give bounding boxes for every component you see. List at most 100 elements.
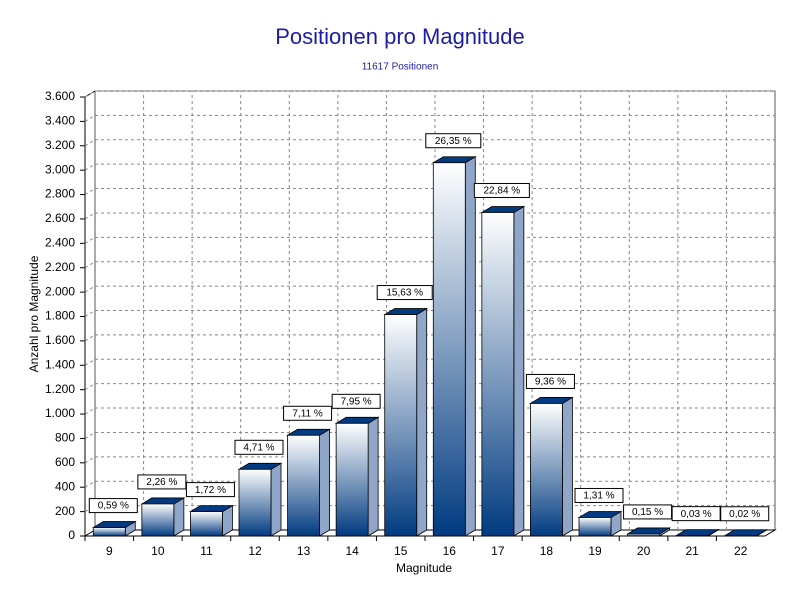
bar-side <box>173 497 185 537</box>
grid-depth <box>84 163 96 171</box>
y-tick-label: 3.000 <box>45 162 75 176</box>
x-tick-label: 21 <box>685 544 699 558</box>
y-axis-label: Anzahl pro Magnitude <box>27 255 41 372</box>
grid-depth <box>84 407 96 415</box>
y-tick-label: 200 <box>55 504 75 518</box>
y-tick-label: 1.000 <box>45 406 75 420</box>
bar <box>92 527 126 537</box>
data-label-box <box>473 182 530 198</box>
y-tick-label: 2.000 <box>45 284 75 298</box>
data-label: 7,11 % <box>292 408 322 419</box>
x-tick-label: 11 <box>200 544 213 558</box>
bar-group <box>140 497 186 537</box>
y-tick-label: 0 <box>68 528 75 542</box>
data-label-box <box>234 439 284 455</box>
grid-depth <box>84 432 96 439</box>
data-label: 1,72 % <box>195 485 226 496</box>
y-tick-label: 400 <box>55 479 75 493</box>
bar-group <box>383 307 429 537</box>
grid-depth <box>84 261 96 269</box>
y-tick-label: 1.800 <box>45 309 75 323</box>
grid-depth <box>84 212 96 220</box>
bar-group <box>480 205 526 537</box>
bar-group <box>626 527 672 537</box>
data-label-box <box>331 393 381 409</box>
bar <box>384 314 418 537</box>
bar-group <box>577 510 623 537</box>
y-tick-label: 1.600 <box>45 333 75 347</box>
data-label-box <box>525 373 575 389</box>
grid-depth <box>84 456 96 464</box>
y-tick-label: 800 <box>55 431 75 445</box>
bar <box>335 422 369 537</box>
chart-title: Positionen pro Magnitude <box>275 24 525 49</box>
data-label-box <box>283 405 333 421</box>
data-label-box <box>185 482 235 498</box>
x-tick-label: 14 <box>345 544 359 558</box>
floor <box>83 529 777 537</box>
grid-depth <box>84 383 96 391</box>
y-tick-label: 2.600 <box>45 211 75 225</box>
x-tick-label: 13 <box>297 544 311 558</box>
bar-side <box>319 428 330 537</box>
x-tick-label: 9 <box>106 544 113 558</box>
bar-group <box>431 156 477 537</box>
grid-depth <box>84 480 96 488</box>
data-label-box <box>88 498 138 514</box>
data-label-box <box>574 487 624 503</box>
x-tick-label: 18 <box>540 544 554 558</box>
data-label-box <box>720 506 770 522</box>
data-label-box <box>425 133 482 149</box>
bar-side <box>416 307 428 537</box>
data-label: 22,84 % <box>484 186 521 197</box>
y-tick-label: 3.400 <box>45 114 75 128</box>
y-tick-label: 600 <box>55 455 75 469</box>
bar-side <box>464 156 476 537</box>
bar-group <box>91 520 137 537</box>
chart-subtitle: 11617 Positionen <box>362 62 439 73</box>
data-label: 0,59 % <box>98 501 129 512</box>
bar-group <box>334 416 380 537</box>
x-tick-label: 22 <box>734 544 748 558</box>
bar-side <box>513 205 525 537</box>
bar <box>141 503 175 537</box>
data-label: 0,03 % <box>681 509 712 520</box>
bar <box>481 212 515 537</box>
bar-group <box>286 428 332 537</box>
bar <box>432 162 466 537</box>
x-tick-label: 16 <box>443 544 457 558</box>
data-label: 2,26 % <box>146 477 177 488</box>
y-tick-label: 2.800 <box>45 187 75 201</box>
grid-depth <box>84 139 96 147</box>
bar <box>190 511 223 537</box>
bar <box>287 434 320 537</box>
bar <box>578 517 612 537</box>
data-label: 9,36 % <box>535 377 566 388</box>
data-label-box <box>623 504 673 520</box>
y-tick-label: 2.400 <box>45 236 75 250</box>
x-tick-label: 12 <box>248 544 262 558</box>
y-tick-label: 3.200 <box>45 138 75 152</box>
data-label: 1,31 % <box>583 491 614 502</box>
bar <box>530 403 563 537</box>
x-tick-label: 19 <box>588 544 602 558</box>
data-label: 26,35 % <box>435 136 472 147</box>
y-tick-label: 3.600 <box>45 89 75 103</box>
bar-group <box>237 462 283 537</box>
grid-depth <box>84 90 96 98</box>
y-tick-label: 2.200 <box>45 260 75 274</box>
data-label: 0,15 % <box>632 507 663 518</box>
data-label: 0,02 % <box>729 509 760 520</box>
grid-depth <box>84 310 96 317</box>
grid-depth <box>84 285 96 293</box>
grid-depth <box>84 505 96 513</box>
data-label-box <box>137 474 187 490</box>
bar-side <box>562 396 573 537</box>
data-label: 4,71 % <box>243 442 274 453</box>
bar-group <box>528 396 574 537</box>
grid-depth <box>84 236 96 244</box>
grid-depth <box>84 358 96 366</box>
bar-side <box>270 462 282 537</box>
data-label: 15,63 % <box>386 288 423 299</box>
